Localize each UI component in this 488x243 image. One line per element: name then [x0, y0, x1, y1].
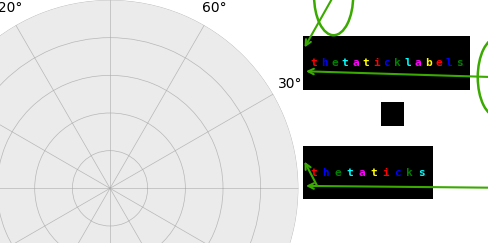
Text: k: k [393, 58, 400, 68]
Text: a: a [351, 58, 358, 68]
Text: t: t [310, 167, 317, 178]
Text: e: e [435, 58, 441, 68]
FancyBboxPatch shape [303, 36, 469, 90]
Text: s: s [417, 167, 424, 178]
Text: e: e [334, 167, 341, 178]
Text: k: k [405, 167, 412, 178]
Text: s: s [455, 58, 462, 68]
FancyBboxPatch shape [303, 146, 432, 199]
Text: e: e [331, 58, 338, 68]
Text: i: i [381, 167, 388, 178]
Text: t: t [341, 58, 348, 68]
Text: h: h [322, 167, 328, 178]
Text: t: t [362, 58, 368, 68]
Text: l: l [404, 58, 410, 68]
FancyBboxPatch shape [381, 102, 403, 126]
Text: t: t [369, 167, 376, 178]
Text: h: h [320, 58, 327, 68]
Text: t: t [346, 167, 352, 178]
Text: t: t [310, 58, 317, 68]
Text: i: i [372, 58, 379, 68]
Text: b: b [424, 58, 431, 68]
Text: a: a [414, 58, 421, 68]
Text: l: l [445, 58, 452, 68]
Text: a: a [357, 167, 364, 178]
Text: c: c [383, 58, 389, 68]
Text: c: c [393, 167, 400, 178]
